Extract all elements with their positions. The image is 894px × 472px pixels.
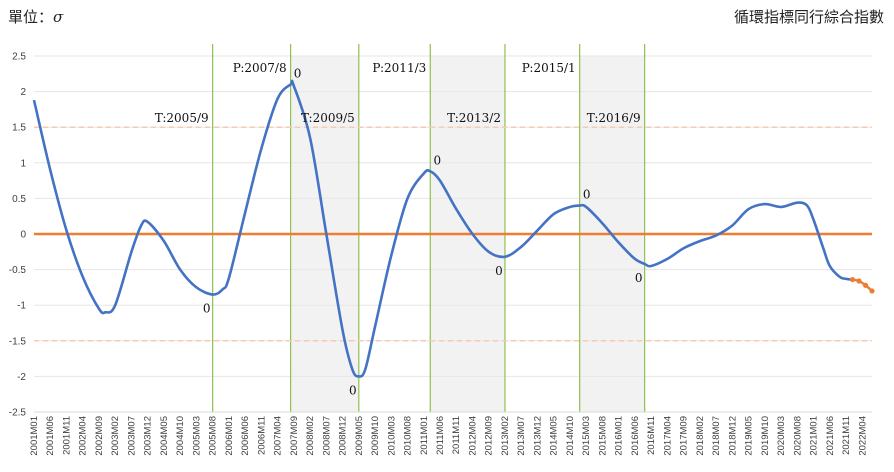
x-tick-label: 2021M06	[825, 416, 836, 456]
forecast-point	[856, 278, 862, 284]
x-tick-label: 2018M12	[727, 416, 738, 456]
x-tick-label: 2018M02	[695, 416, 706, 456]
turning-point-label: P:2015/1	[522, 61, 576, 75]
y-tick-label: 0	[20, 230, 26, 241]
point-label: 0	[203, 302, 211, 316]
x-tick-label: 2003M02	[110, 416, 121, 456]
x-tick-label: 2022M04	[857, 416, 868, 456]
x-tick-label: 2008M12	[338, 416, 349, 456]
x-tick-label: 2006M01	[224, 416, 235, 456]
point-label: 0	[294, 66, 302, 80]
y-tick-label: -2	[17, 372, 26, 383]
x-tick-label: 2021M11	[841, 416, 852, 455]
forecast-series-line	[852, 278, 873, 292]
x-tick-label: 2010M08	[403, 416, 414, 456]
y-axis: 2.5 2 1.5 1 0.5 0 -0.5 -1 -1.5 -2 -2.5	[9, 52, 27, 419]
x-tick-label: 2006M06	[240, 416, 251, 456]
y-tick-label: 2	[20, 87, 26, 98]
y-tick-label: 0.5	[12, 194, 26, 205]
x-tick-label: 2008M07	[321, 416, 332, 456]
x-tick-label: 2008M02	[305, 416, 316, 456]
x-tick-label: 2011M11	[451, 416, 462, 454]
y-tick-label: 1	[20, 158, 26, 169]
x-tick-label: 2009M10	[370, 416, 381, 456]
turning-point-label: T:2013/2	[447, 111, 501, 125]
forecast-points	[849, 276, 875, 294]
y-tick-label: -1.5	[9, 336, 27, 347]
x-tick-label: 2016M01	[614, 416, 625, 456]
x-tick-label: 2017M09	[679, 416, 690, 456]
unit-prefix: 單位：	[8, 8, 54, 26]
turning-point-label: T:2009/5	[301, 111, 355, 125]
y-tick-label: 2.5	[12, 52, 26, 63]
x-tick-label: 2013M07	[516, 416, 527, 456]
turning-point-label: T:2016/9	[587, 111, 641, 125]
x-tick-label: 2005M08	[208, 416, 219, 456]
x-tick-label: 2004M10	[175, 416, 186, 456]
x-tick-label: 2003M12	[143, 416, 154, 456]
x-tick-label: 2001M11	[61, 416, 72, 455]
x-tick-label: 2017M04	[662, 416, 673, 456]
x-axis: 2001M01 2001M06 2001M11 2002M04 2002M09 2003M…	[29, 411, 872, 456]
x-tick-label: 2001M01	[29, 416, 40, 456]
x-tick-label: 2021M01	[809, 416, 820, 456]
turning-point-lines	[212, 44, 646, 412]
x-tick-label: 2015M03	[581, 416, 592, 456]
x-tick-label: 2010M03	[386, 416, 397, 456]
x-tick-label: 2016M06	[630, 416, 641, 456]
point-label: 0	[495, 264, 503, 278]
x-tick-label: 2020M03	[776, 416, 787, 456]
x-tick-label: 2016M11	[646, 416, 657, 455]
point-label: 0	[433, 153, 441, 167]
x-tick-label: 2007M09	[289, 416, 300, 456]
x-tick-label: 2019M10	[760, 416, 771, 456]
x-tick-label: 2013M02	[500, 416, 511, 456]
forecast-point	[849, 276, 856, 283]
x-tick-label: 2003M07	[126, 416, 137, 456]
y-tick-label: -1	[17, 301, 26, 312]
y-tick-label: 1.5	[12, 123, 26, 134]
x-tick-label: 2015M08	[597, 416, 608, 456]
x-tick-label: 2001M06	[45, 416, 56, 456]
x-tick-label: 2005M03	[191, 416, 202, 456]
x-tick-label: 2002M04	[78, 416, 89, 456]
x-tick-label: 2012M04	[467, 416, 478, 456]
x-tick-label: 2011M06	[435, 416, 446, 455]
x-tick-label: 2013M12	[532, 416, 543, 456]
x-tick-label: 2002M09	[94, 416, 105, 456]
composite-index-line	[32, 79, 853, 378]
turning-point-label: P:2007/8	[233, 61, 287, 75]
series-lines	[32, 79, 873, 378]
point-label: 0	[349, 383, 357, 397]
point-label: 0	[635, 271, 643, 285]
x-tick-label: 2014M05	[549, 416, 560, 456]
x-tick-label: 2006M11	[256, 416, 267, 455]
unit-label: 單位：σ	[8, 6, 63, 27]
forecast-point	[869, 288, 875, 294]
turning-point-label: T:2005/9	[155, 111, 209, 125]
x-tick-label: 2004M05	[159, 416, 170, 456]
x-tick-label: 2020M08	[792, 416, 803, 456]
x-tick-label: 2014M10	[565, 416, 576, 456]
x-tick-label: 2009M05	[354, 416, 365, 456]
reference-lines	[34, 126, 872, 342]
point-label: 0	[583, 188, 591, 202]
x-tick-label: 2018M07	[711, 416, 722, 456]
unit-symbol: σ	[53, 8, 64, 26]
x-tick-label: 2007M04	[273, 416, 284, 456]
x-tick-label: 2012M09	[484, 416, 495, 456]
y-tick-label: -0.5	[9, 265, 27, 276]
annotations: T:2005/9 P:2007/8 T:2009/5 P:2011/3 T:2013/2…	[155, 61, 643, 397]
turning-point-label: P:2011/3	[372, 61, 426, 75]
x-tick-label: 2019M05	[744, 416, 755, 456]
y-tick-label: -2.5	[9, 408, 27, 419]
forecast-point	[862, 282, 869, 288]
x-tick-label: 2011M01	[419, 416, 430, 455]
chart-title: 循環指標同行綜合指數	[733, 8, 884, 26]
